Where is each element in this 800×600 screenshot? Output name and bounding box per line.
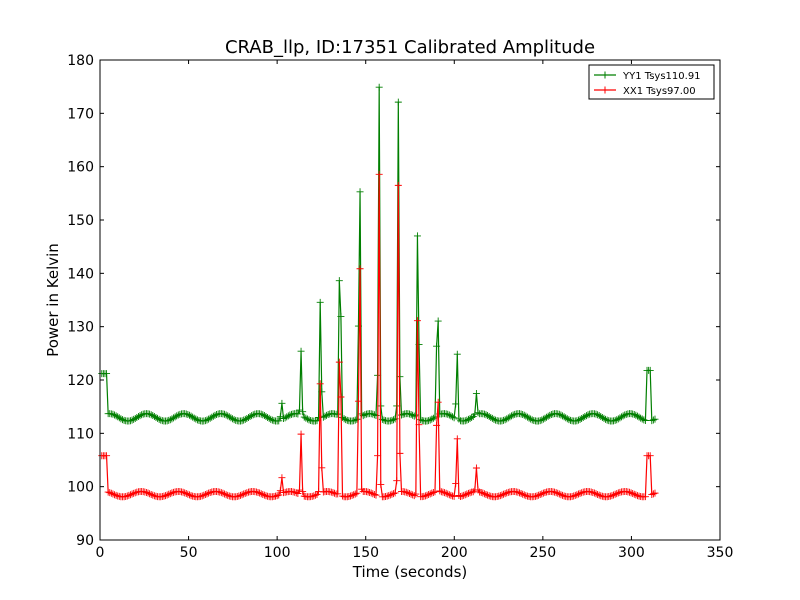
y-tick-label: 110 <box>67 426 94 442</box>
legend-label: XX1 Tsys97.00 <box>623 86 696 97</box>
x-tick-label: 150 <box>352 545 379 561</box>
x-tick-label: 50 <box>180 545 198 561</box>
y-axis: 90 100 110 120 130 140 150 160 170 180 <box>67 53 720 549</box>
y-tick-label: 100 <box>67 480 94 496</box>
x-axis: 0 50 100 150 200 250 300 350 <box>96 60 734 561</box>
plot-area <box>100 60 720 540</box>
legend: YY1 Tsys110.91 XX1 Tsys97.00 <box>588 64 715 100</box>
x-tick-label: 100 <box>264 545 291 561</box>
series-markers <box>98 83 659 425</box>
plot-frame <box>99 59 721 541</box>
legend-swatch-marker <box>601 71 609 79</box>
series-layer <box>98 83 659 501</box>
y-tick-label: 90 <box>76 533 94 549</box>
y-tick-label: 180 <box>67 53 94 69</box>
legend-label: YY1 Tsys110.91 <box>622 71 701 82</box>
y-tick-label: 140 <box>67 266 94 282</box>
y-axis-label: Power in Kelvin <box>44 243 62 357</box>
y-tick-label: 120 <box>67 373 94 389</box>
y-tick-label: 160 <box>67 160 94 176</box>
legend-item: XX1 Tsys97.00 <box>594 86 696 97</box>
x-tick-label: 300 <box>618 545 645 561</box>
chart-title: CRAB_llp, ID:17351 Calibrated Amplitude <box>225 37 595 58</box>
legend-box <box>588 64 715 100</box>
series-1 <box>98 170 659 501</box>
x-tick-label: 350 <box>707 545 734 561</box>
x-tick-label: 250 <box>529 545 556 561</box>
series-markers <box>98 170 659 501</box>
x-tick-label: 0 <box>96 545 105 561</box>
legend-swatch-marker <box>601 86 609 94</box>
x-tick-label: 200 <box>441 545 468 561</box>
x-axis-label: Time (seconds) <box>352 563 468 581</box>
y-tick-label: 150 <box>67 213 94 229</box>
y-tick-label: 130 <box>67 320 94 336</box>
legend-item: YY1 Tsys110.91 <box>594 71 701 82</box>
y-tick-label: 170 <box>67 106 94 122</box>
